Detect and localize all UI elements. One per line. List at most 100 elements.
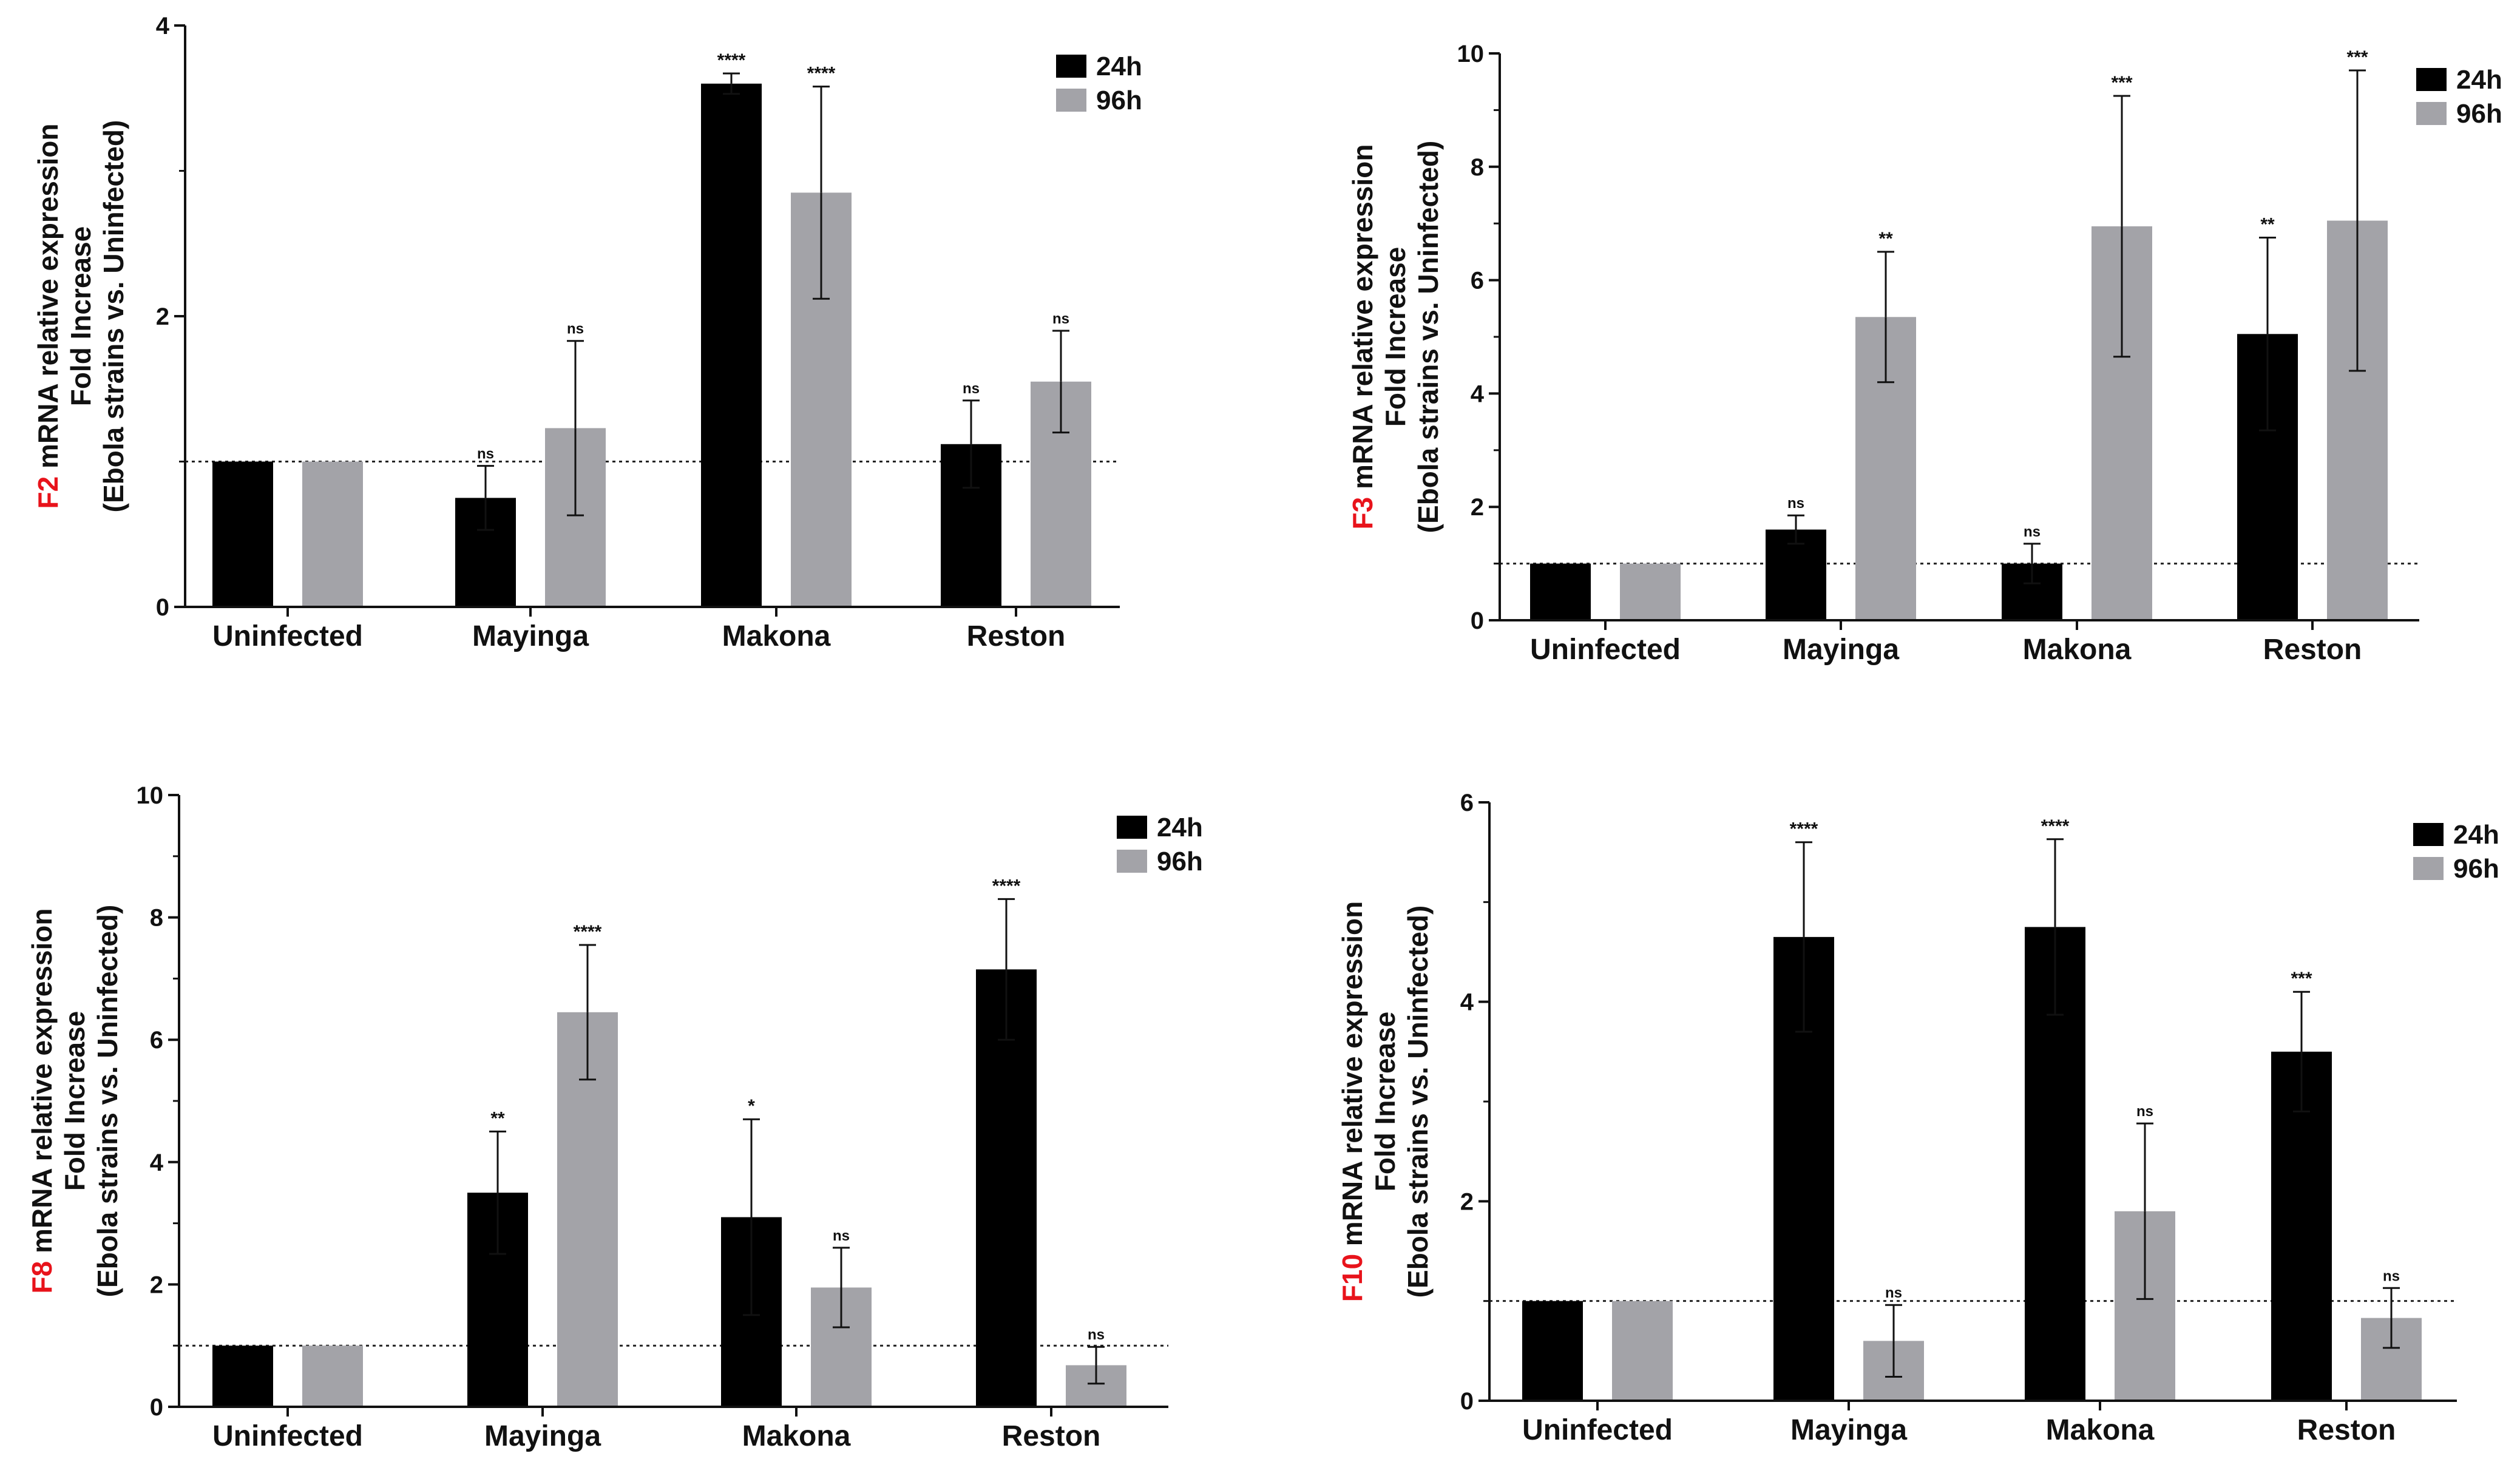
y-axis-label-line2: Fold Increase (59, 1011, 90, 1191)
y-axis-label-line2: Fold Increase (65, 226, 97, 407)
legend-label: 96h (2453, 854, 2499, 884)
bar-24h-uninfected (1522, 1301, 1583, 1401)
y-axis-label-text: mRNA relative expression (32, 124, 64, 476)
x-category-label: Uninfected (1522, 1414, 1673, 1446)
legend-swatch-96h (1056, 89, 1086, 112)
y-tick-label: 4 (1471, 381, 1485, 407)
y-tick-label: 8 (1471, 154, 1484, 181)
y-axis-label: F2 mRNA relative expression Fold Increase… (32, 120, 129, 513)
chart-f3: ns ns ** ** *** *** 0 2 4 6 8 10 Uninfected Mayinga Ma… (1260, 0, 2520, 738)
y-tick-label: 6 (1471, 268, 1484, 294)
x-category-label: Uninfected (1530, 634, 1681, 666)
y-axis-label-line3: (Ebola strains vs. Uninfected) (1412, 141, 1444, 533)
chart-f8: ** * **** **** ns ns 0 2 4 6 8 10 Uninfected Mayinga M… (0, 738, 1260, 1476)
significance-label: ns (833, 1228, 850, 1244)
y-axis-label-line3: (Ebola strains vs. Uninfected) (1402, 906, 1434, 1298)
significance-label: ns (963, 381, 980, 397)
significance-label: ** (1878, 229, 1893, 249)
chart-f2: ns **** ns ns **** ns 0 2 4 Uninfected Mayinga Mako… (0, 0, 1260, 738)
legend-label: 24h (1096, 52, 1142, 81)
x-category-label: Reston (2297, 1414, 2396, 1446)
x-category-label: Reston (1002, 1420, 1101, 1452)
y-tick-label: 4 (150, 1149, 164, 1176)
significance-label: **** (992, 876, 1021, 896)
y-axis-label-line2: Fold Increase (1369, 1012, 1401, 1192)
bar-96h-uninfected (1612, 1301, 1673, 1401)
x-category-label: Makona (2023, 634, 2132, 666)
bar-96h-uninfected (302, 461, 363, 607)
legend-label: 96h (1096, 86, 1142, 115)
y-axis-label-line1: F8 mRNA relative expression (26, 909, 58, 1294)
y-tick-label: 2 (1460, 1188, 1474, 1215)
y-axis-label: F10 mRNA relative expression Fold Increas… (1336, 901, 1434, 1302)
bar-24h-makona (701, 83, 762, 608)
y-tick-label: 8 (150, 905, 163, 932)
legend-swatch-24h (1117, 816, 1147, 839)
legend-label: 96h (2456, 99, 2502, 129)
y-tick-label: 2 (156, 303, 169, 330)
x-category-label: Mayinga (484, 1420, 601, 1452)
y-tick-label: 4 (156, 13, 170, 39)
significance-label: ** (490, 1108, 505, 1128)
legend-swatch-96h (2413, 857, 2444, 880)
legend-swatch-24h (2416, 68, 2447, 91)
x-category-label: Makona (2046, 1414, 2155, 1446)
significance-label: *** (2291, 969, 2312, 989)
significance-label: **** (2041, 816, 2070, 836)
legend-swatch-96h (1117, 850, 1147, 873)
y-axis-label: F3 mRNA relative expression Fold Increase… (1347, 141, 1444, 533)
legend-label: 96h (1157, 847, 1203, 876)
significance-label: **** (717, 50, 746, 70)
gene-name: F3 (1347, 497, 1378, 530)
y-axis-label-line1: F10 mRNA relative expression (1336, 901, 1368, 1302)
significance-label: ns (477, 446, 494, 462)
x-category-label: Mayinga (472, 620, 589, 652)
y-tick-label: 6 (1460, 790, 1474, 816)
significance-label: **** (1790, 819, 1818, 839)
y-axis-label-line1: F2 mRNA relative expression (32, 124, 64, 509)
y-axis-label-text: mRNA relative expression (1347, 144, 1378, 497)
significance-label: ns (1088, 1327, 1105, 1343)
y-axis-label-line3: (Ebola strains vs. Uninfected) (98, 120, 129, 513)
chart-f2-svg: ns **** ns ns **** ns 0 2 4 Uninfected Mayinga Mako… (32, 13, 1142, 652)
bar-24h-reston (976, 969, 1037, 1407)
bar-24h-mayinga (1766, 529, 1826, 620)
chart-f10: **** **** *** ns ns ns 0 2 4 6 Uninfected Mayinga Ma… (1260, 738, 2520, 1476)
legend-swatch-96h (2416, 102, 2447, 125)
x-category-label: Reston (967, 620, 1066, 652)
y-tick-label: 0 (156, 594, 169, 621)
bar-96h-uninfected (302, 1346, 363, 1407)
x-category-label: Reston (2263, 634, 2362, 666)
y-tick-label: 2 (1471, 494, 1484, 521)
legend-label: 24h (1157, 813, 1203, 842)
y-tick-label: 10 (137, 782, 164, 809)
y-tick-label: 0 (1460, 1388, 1474, 1415)
significance-label: ns (2383, 1268, 2400, 1284)
x-category-label: Makona (742, 1420, 851, 1452)
y-axis-label: F8 mRNA relative expression Fold Increase… (26, 905, 123, 1298)
y-axis-label-text: mRNA relative expression (26, 909, 58, 1261)
significance-label: *** (2111, 73, 2132, 93)
significance-label: *** (2346, 47, 2368, 67)
y-tick-label: 0 (1471, 608, 1484, 634)
significance-label: ** (2260, 215, 2275, 235)
y-tick-label: 2 (150, 1271, 163, 1298)
significance-label: **** (574, 922, 602, 942)
x-category-label: Mayinga (1790, 1414, 1907, 1446)
bar-24h-uninfected (1530, 563, 1591, 620)
legend-swatch-24h (2413, 823, 2444, 846)
significance-label: **** (807, 64, 836, 84)
significance-label: * (748, 1096, 755, 1116)
gene-name: F10 (1336, 1254, 1368, 1302)
x-category-label: Uninfected (212, 620, 363, 652)
significance-label: ns (2024, 524, 2041, 540)
x-category-label: Mayinga (1783, 634, 1899, 666)
y-tick-label: 4 (1460, 989, 1474, 1016)
bar-24h-uninfected (212, 461, 273, 607)
x-category-label: Uninfected (212, 1420, 363, 1452)
significance-label: ns (2136, 1103, 2153, 1120)
significance-label: ns (567, 321, 584, 337)
